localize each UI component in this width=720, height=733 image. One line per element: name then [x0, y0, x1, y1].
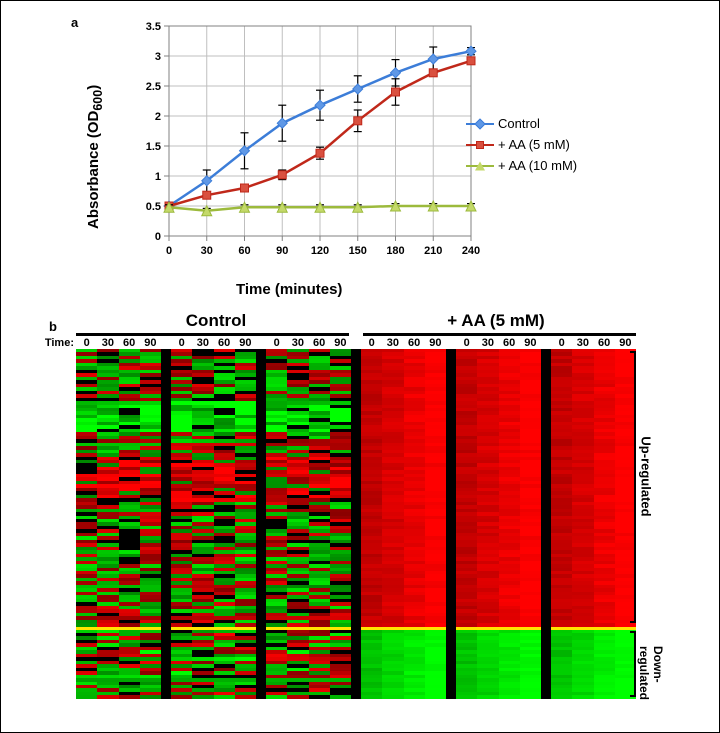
heatmap-column	[76, 349, 97, 699]
heatmap-column	[171, 349, 192, 699]
heatmap-column	[425, 349, 446, 699]
time-tick: 0	[76, 337, 97, 349]
heatmap-column	[97, 349, 118, 699]
time-label: Time:	[36, 337, 76, 349]
legend-item: + AA (5 mM)	[466, 137, 577, 152]
svg-text:3.5: 3.5	[146, 21, 161, 33]
heatmap-column	[309, 349, 330, 699]
time-tick: 0	[171, 337, 192, 349]
heatmap-column	[361, 349, 382, 699]
x-axis-label: Time (minutes)	[236, 281, 342, 298]
heatmap-column	[572, 349, 593, 699]
time-tick: 90	[520, 337, 541, 349]
time-tick: 60	[214, 337, 235, 349]
heatmap-column	[287, 349, 308, 699]
time-tick: 60	[309, 337, 330, 349]
heatmap-column	[214, 349, 235, 699]
legend-label: + AA (5 mM)	[498, 137, 570, 152]
time-tick: 60	[499, 337, 520, 349]
heatmap-column	[499, 349, 520, 699]
bar-control	[76, 333, 349, 336]
svg-text:1.5: 1.5	[146, 141, 161, 153]
heatmap-lane	[361, 349, 446, 699]
heatmap-column	[615, 349, 636, 699]
time-tick: 30	[477, 337, 498, 349]
heatmap	[76, 349, 636, 699]
time-tick: 30	[382, 337, 403, 349]
heatmap-column	[235, 349, 256, 699]
bracket-down	[634, 631, 636, 697]
heatmap-column	[266, 349, 287, 699]
legend-item: Control	[466, 116, 577, 131]
heatmap-column	[551, 349, 572, 699]
heatmap-column	[330, 349, 351, 699]
svg-text:150: 150	[349, 245, 367, 257]
time-tick: 30	[572, 337, 593, 349]
label-upregulated: Up-regulated	[639, 436, 654, 516]
svg-text:0.5: 0.5	[146, 201, 161, 213]
side-labels: Up-regulated Down-regulated	[636, 349, 658, 699]
time-tick: 90	[235, 337, 256, 349]
svg-text:210: 210	[424, 245, 442, 257]
heatmap-column	[520, 349, 541, 699]
svg-text:0: 0	[166, 245, 172, 257]
svg-text:0: 0	[155, 231, 161, 243]
heatmap-column	[404, 349, 425, 699]
time-tick: 90	[140, 337, 161, 349]
heatmap-lane	[456, 349, 541, 699]
time-tick: 90	[425, 337, 446, 349]
svg-text:3: 3	[155, 51, 161, 63]
time-tick: 60	[119, 337, 140, 349]
bracket-up	[634, 351, 636, 623]
svg-text:1: 1	[155, 171, 161, 183]
svg-text:240: 240	[462, 245, 480, 257]
time-tick: 0	[551, 337, 572, 349]
legend-label: Control	[498, 116, 540, 131]
legend-label: + AA (10 mM)	[498, 158, 577, 173]
bar-aa5	[363, 333, 636, 336]
svg-text:2: 2	[155, 111, 161, 123]
heatmap-column	[192, 349, 213, 699]
y-axis-label: Absorbance (OD600)	[85, 85, 105, 229]
time-tick: 30	[97, 337, 118, 349]
heatmap-column	[140, 349, 161, 699]
time-tick: 90	[615, 337, 636, 349]
svg-text:90: 90	[276, 245, 288, 257]
heatmap-lane	[76, 349, 161, 699]
heatmap-lane	[551, 349, 636, 699]
time-tick: 30	[192, 337, 213, 349]
condition-titles: Control + AA (5 mM)	[76, 311, 636, 331]
time-tick: 0	[266, 337, 287, 349]
heatmap-column	[477, 349, 498, 699]
time-tick: 0	[456, 337, 477, 349]
heatmap-column	[119, 349, 140, 699]
svg-text:60: 60	[238, 245, 250, 257]
heatmap-column	[594, 349, 615, 699]
svg-text:30: 30	[201, 245, 213, 257]
heatmap-column	[456, 349, 477, 699]
condition-control: Control	[76, 311, 356, 331]
time-tick: 60	[404, 337, 425, 349]
heatmap-lane	[266, 349, 351, 699]
heatmap-lane	[171, 349, 256, 699]
panel-b: Control + AA (5 mM) Time:030609003060900…	[36, 311, 676, 711]
time-tick: 90	[330, 337, 351, 349]
svg-text:120: 120	[311, 245, 329, 257]
label-downregulated: Down-regulated	[637, 646, 665, 700]
condition-aa5: + AA (5 mM)	[356, 311, 636, 331]
time-tick: 0	[361, 337, 382, 349]
time-tick: 60	[594, 337, 615, 349]
time-tick: 30	[287, 337, 308, 349]
panel-a: Absorbance (OD600) 0 0.5 1 1.5 2 2.5 3 3.5 0 30 60…	[61, 11, 661, 311]
svg-text:2.5: 2.5	[146, 81, 161, 93]
time-row: Time:03060900306090030609003060900306090…	[36, 337, 636, 349]
heatmap-column	[382, 349, 403, 699]
legend-item: + AA (10 mM)	[466, 158, 577, 173]
svg-text:180: 180	[386, 245, 404, 257]
legend: Control + AA (5 mM) + AA (10 mM)	[466, 116, 577, 179]
